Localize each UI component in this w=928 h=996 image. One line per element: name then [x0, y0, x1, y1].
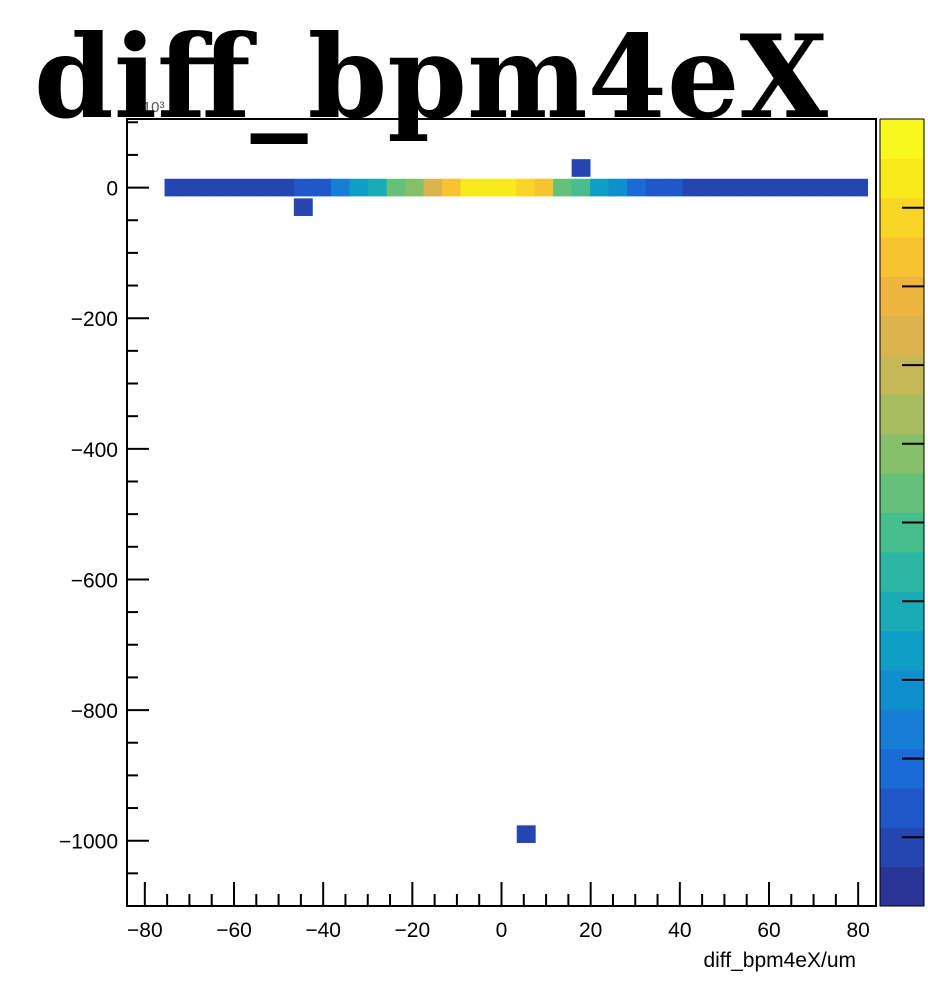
heatmap-cell [738, 178, 758, 197]
heatmap-cell [664, 178, 684, 197]
heatmap-cell [830, 178, 850, 197]
x-tick-label: 0 [496, 919, 508, 942]
colorbar-frame [879, 118, 925, 907]
colorbar-segment [880, 866, 924, 907]
colorbar-segment [880, 709, 924, 750]
heatmap-cell [756, 178, 776, 197]
colorbar-segment [880, 119, 924, 159]
colorbar-segment [880, 827, 924, 868]
heatmap-cell [849, 178, 869, 197]
heatmap-cell [294, 178, 313, 197]
heatmap-cell [460, 178, 480, 197]
chart-title: diff_bpm4eX [34, 10, 828, 144]
heatmap-cell [516, 825, 536, 843]
heatmap-cell [257, 178, 276, 197]
heatmap-cell [238, 178, 258, 197]
y-tick-label: −600 [71, 569, 118, 592]
colorbar-segment [880, 748, 924, 789]
x-tick-label: −20 [395, 919, 431, 942]
heatmap-cell [719, 178, 739, 197]
heatmap-cell [608, 178, 628, 197]
heatmap-cell [627, 178, 647, 197]
heatmap-cell [293, 198, 313, 216]
heatmap-cell [386, 178, 406, 197]
colorbar-segment [880, 237, 924, 277]
colorbar-segment [880, 276, 924, 317]
colorbar-segment [880, 355, 924, 395]
heatmap-cell [312, 178, 332, 197]
heatmap-cell [571, 178, 591, 197]
x-tick-label: −60 [216, 919, 252, 942]
heatmap-cell [793, 178, 813, 197]
colorbar-segment [880, 787, 924, 828]
heatmap-cell [331, 178, 350, 197]
heatmap-cell [349, 178, 369, 197]
y-tick-label: −200 [71, 308, 118, 331]
colorbar-segment [880, 591, 924, 632]
x-tick-label: 80 [846, 919, 869, 942]
heatmap-cell [701, 178, 721, 197]
y-tick-label: 0 [106, 178, 118, 201]
x-tick-label: 20 [579, 919, 602, 942]
heatmap-cell [405, 178, 424, 197]
colorbar-segment [880, 394, 924, 435]
heatmap-cell [812, 178, 832, 197]
colorbar-segment [880, 669, 924, 710]
heatmap-cell [442, 178, 461, 197]
x-tick-label: −40 [305, 919, 341, 942]
colorbar-segment [880, 433, 924, 474]
heatmap-cell [534, 178, 554, 197]
heatmap-cell [423, 178, 443, 197]
colorbar-segment [880, 197, 924, 238]
heatmap-cell [682, 178, 702, 197]
heatmap-cell [164, 178, 184, 197]
heatmap-cell [201, 178, 221, 197]
axis-ticks: −80 −60 −40 −20 0 20 40 60 800−200−400−600−800−1… [59, 121, 870, 942]
x-tick-label: 60 [757, 919, 780, 942]
x-tick-label: 40 [668, 919, 691, 942]
colorbar-segment [880, 630, 924, 671]
colorbar-segment [880, 315, 924, 356]
y-multiplier-label: ×10³ [134, 99, 164, 116]
heatmap-cell [571, 159, 591, 177]
colorbar-segment [880, 158, 924, 199]
y-tick-label: −800 [71, 700, 118, 723]
colorbar-segment [880, 551, 924, 592]
color-scale-bar [879, 118, 925, 907]
heatmap-cell [275, 178, 295, 197]
colorbar-segment [880, 473, 924, 513]
heatmap-cells [164, 159, 869, 843]
x-tick-label: −80 [127, 919, 163, 942]
heatmap-cell [479, 178, 498, 197]
heatmap-cell [553, 178, 573, 197]
heatmap-cell [497, 178, 517, 197]
y-tick-label: −1000 [59, 831, 118, 854]
heatmap-cell [590, 178, 610, 197]
x-axis-title: diff_bpm4eX/um [703, 949, 856, 972]
heatmap-cell [775, 178, 795, 197]
plot-frame [126, 118, 877, 907]
heatmap-cell [516, 178, 536, 197]
heatmap-cell [368, 178, 387, 197]
colorbar-segment [880, 512, 924, 553]
heatmap-cell [220, 178, 239, 197]
heatmap-cell [183, 178, 202, 197]
heatmap-cell [645, 178, 665, 197]
y-tick-label: −400 [71, 439, 118, 462]
